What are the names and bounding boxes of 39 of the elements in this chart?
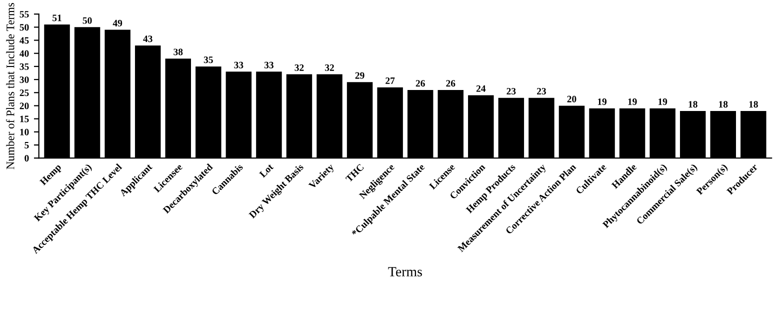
data-label: 26 bbox=[446, 80, 456, 87]
data-label: 19 bbox=[658, 98, 668, 105]
y-tick-label: 45 bbox=[20, 37, 29, 44]
data-label: 35 bbox=[204, 56, 213, 64]
data-label: 49 bbox=[112, 20, 122, 26]
data-label: 19 bbox=[628, 98, 637, 105]
data-label: 33 bbox=[234, 62, 244, 68]
data-label: 18 bbox=[749, 101, 758, 108]
y-tick-label: 10 bbox=[20, 128, 29, 136]
y-tick-label: 40 bbox=[20, 50, 29, 57]
data-label: 27 bbox=[386, 77, 395, 84]
y-tick-label: 5 bbox=[24, 142, 29, 148]
data-label: 24 bbox=[476, 85, 486, 92]
y-tick-label: 35 bbox=[20, 63, 29, 70]
y-tick-label: 15 bbox=[20, 116, 29, 122]
data-label: 18 bbox=[688, 101, 698, 108]
y-tick-label: 30 bbox=[20, 76, 29, 83]
data-label: 33 bbox=[264, 62, 274, 68]
y-tick-label: 25 bbox=[20, 90, 29, 96]
data-label: 23 bbox=[506, 88, 516, 94]
y-tick-label: 20 bbox=[20, 102, 29, 110]
y-tick-label: 50 bbox=[20, 24, 29, 31]
data-label: 51 bbox=[52, 14, 62, 22]
data-label: 20 bbox=[567, 96, 576, 102]
data-label: 23 bbox=[537, 88, 546, 94]
x-tick-label: Lot bbox=[259, 163, 274, 178]
data-label: 26 bbox=[416, 80, 425, 87]
data-label: 43 bbox=[143, 36, 152, 42]
data-label: 32 bbox=[325, 64, 334, 71]
data-label: 50 bbox=[82, 17, 92, 24]
y-tick-label: 55 bbox=[20, 11, 29, 18]
data-label: 38 bbox=[174, 48, 183, 56]
data-label: 19 bbox=[598, 98, 607, 105]
y-axis-title: Number of Plans that Include Terms bbox=[6, 2, 14, 170]
data-label: 32 bbox=[294, 64, 304, 71]
y-tick-label: 0 bbox=[24, 154, 29, 162]
x-axis-title: Terms bbox=[388, 267, 422, 276]
data-label: 29 bbox=[355, 72, 364, 79]
data-label: 18 bbox=[719, 101, 728, 108]
